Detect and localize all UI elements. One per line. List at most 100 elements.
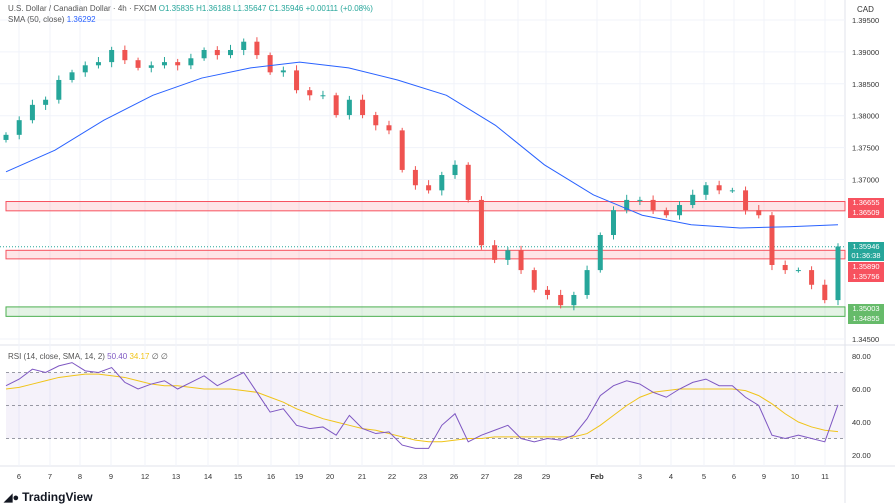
ohlc-open: O1.35835 <box>158 4 194 13</box>
candle-body <box>320 95 326 97</box>
candle-body <box>690 194 696 206</box>
candle-body <box>333 95 339 116</box>
resistance2-top-label: 1.35890 <box>848 262 884 272</box>
logo-text: TradingView <box>22 490 93 504</box>
sma-label: SMA (50, close) <box>8 15 65 24</box>
time-tick-label: 4 <box>669 472 673 481</box>
time-tick-label: 21 <box>358 472 366 481</box>
price-tick-label: 1.39000 <box>852 48 879 57</box>
time-tick-label: 9 <box>109 472 113 481</box>
resistance-zone <box>5 201 846 212</box>
candle-body <box>544 289 550 295</box>
rsi-tick-label: 80.00 <box>852 352 871 361</box>
candle-body <box>478 199 484 246</box>
candle-body <box>161 62 167 66</box>
time-tick-label: 7 <box>48 472 52 481</box>
time-tick-label: 3 <box>638 472 642 481</box>
time-tick-label: 13 <box>172 472 180 481</box>
rsi-value: 50.40 <box>107 352 128 361</box>
candle-body <box>452 164 458 176</box>
support-zone <box>5 306 846 317</box>
time-tick-label: 20 <box>326 472 334 481</box>
candle-body <box>663 210 669 216</box>
candle-body <box>584 270 590 295</box>
time-tick-label: 23 <box>419 472 427 481</box>
candle-body <box>610 210 616 236</box>
time-tick-label: 14 <box>204 472 212 481</box>
candle-body <box>518 250 524 271</box>
candle-body <box>346 99 352 116</box>
candle-body <box>280 70 286 73</box>
support-top-label: 1.35003 <box>848 304 884 314</box>
candle-body <box>426 185 432 191</box>
rsi-sma-line <box>5 373 839 443</box>
support-bottom-label: 1.34855 <box>848 314 884 324</box>
candle-body <box>505 250 511 260</box>
candle-body <box>254 41 260 56</box>
resistance-bottom-label: 1.36509 <box>848 208 884 218</box>
candle-body <box>109 49 115 63</box>
candle-body <box>122 49 128 61</box>
time-tick-label: 6 <box>17 472 21 481</box>
rsi-legend[interactable]: RSI (14, close, SMA, 14, 2) 50.40 34.17 … <box>8 352 168 361</box>
candle-body <box>571 294 577 306</box>
rsi-tick-label: 60.00 <box>852 385 871 394</box>
sma-legend[interactable]: SMA (50, close) 1.36292 <box>8 15 96 24</box>
candle-body <box>214 49 220 56</box>
candle-body <box>439 175 445 191</box>
sma-line <box>5 61 839 229</box>
candle-body <box>360 99 366 116</box>
candle-body <box>399 130 405 170</box>
countdown-label: 01:36:38 <box>848 251 884 261</box>
candle-body <box>531 270 537 290</box>
tradingview-icon: ◢● <box>4 491 20 504</box>
candle-body <box>135 60 141 68</box>
time-tick-label: 19 <box>295 472 303 481</box>
rsi-sma-value: 34.17 <box>129 352 150 361</box>
time-tick-label: 5 <box>702 472 706 481</box>
candle-body <box>465 164 471 200</box>
candle-body <box>637 199 643 201</box>
time-tick-label: 10 <box>791 472 799 481</box>
time-tick-label: 12 <box>141 472 149 481</box>
time-tick-label: 29 <box>542 472 550 481</box>
resistance2-bottom-label: 1.35756 <box>848 272 884 282</box>
sma-value: 1.36292 <box>66 15 96 24</box>
candle-body <box>95 62 101 66</box>
candle-body <box>148 65 154 68</box>
tradingview-logo[interactable]: ◢● TradingView <box>4 490 93 504</box>
candle-body <box>703 185 709 195</box>
ohlc-close: C1.35946 <box>268 4 304 13</box>
currency-label: CAD <box>857 5 874 14</box>
candle-body <box>756 210 762 216</box>
candle-body <box>29 104 35 121</box>
candle-body <box>743 190 749 211</box>
candle-body <box>558 294 564 306</box>
time-tick-label: 9 <box>762 472 766 481</box>
rsi-tick-label: 40.00 <box>852 418 871 427</box>
candle-body <box>492 245 498 260</box>
price-tick-label: 1.37500 <box>852 144 879 153</box>
price-tick-label: 1.37000 <box>852 176 879 185</box>
price-tick-label: 1.38000 <box>852 112 879 121</box>
ohlc-low: L1.35647 <box>233 4 267 13</box>
time-tick-label: 15 <box>234 472 242 481</box>
candle-body <box>228 49 234 56</box>
candle-body <box>241 41 247 50</box>
candle-body <box>16 120 22 135</box>
candle-body <box>650 199 656 211</box>
candle-body <box>188 58 194 66</box>
candle-body <box>782 264 788 271</box>
candle-body <box>175 62 181 66</box>
candle-body <box>267 55 273 73</box>
candle-body <box>677 205 683 216</box>
price-tick-label: 1.38500 <box>852 80 879 89</box>
symbol-legend: U.S. Dollar / Canadian Dollar · 4h · FXC… <box>8 4 373 13</box>
time-tick-label: 6 <box>732 472 736 481</box>
candle-body <box>729 190 735 192</box>
time-tick-label: 22 <box>388 472 396 481</box>
candle-body <box>43 99 49 105</box>
candle-body <box>624 199 630 211</box>
price-tick-label: 1.34500 <box>852 335 879 344</box>
